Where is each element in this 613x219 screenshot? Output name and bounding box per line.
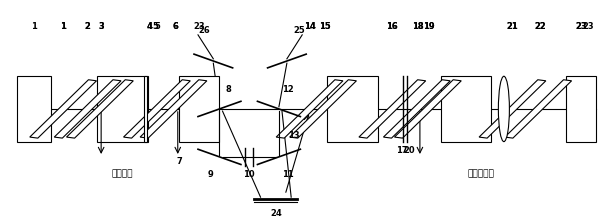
Bar <box>327 76 378 142</box>
Text: 13: 13 <box>289 131 300 140</box>
Text: 21: 21 <box>506 22 519 31</box>
Polygon shape <box>479 80 546 138</box>
Text: 5: 5 <box>153 22 159 31</box>
Polygon shape <box>395 80 461 138</box>
Text: 20: 20 <box>404 146 415 155</box>
Polygon shape <box>384 80 450 138</box>
Ellipse shape <box>498 76 509 142</box>
Text: 14: 14 <box>303 22 316 31</box>
Polygon shape <box>276 80 343 138</box>
Text: 22: 22 <box>535 22 547 31</box>
Text: 18: 18 <box>413 22 424 31</box>
Text: 21: 21 <box>506 22 519 31</box>
Polygon shape <box>140 80 207 138</box>
Text: 11: 11 <box>282 170 294 179</box>
Polygon shape <box>55 80 121 138</box>
Text: 12: 12 <box>282 85 294 94</box>
Text: 18: 18 <box>413 22 424 31</box>
Polygon shape <box>359 80 425 138</box>
Text: 10: 10 <box>243 170 255 179</box>
Text: 16: 16 <box>386 22 398 31</box>
Polygon shape <box>505 80 571 138</box>
Text: 剩余泵浦光: 剩余泵浦光 <box>468 170 495 179</box>
Text: 14: 14 <box>303 22 316 31</box>
Bar <box>97 76 148 142</box>
Text: 1: 1 <box>60 22 66 31</box>
Polygon shape <box>124 80 190 138</box>
Polygon shape <box>30 80 96 138</box>
Text: 17: 17 <box>396 146 407 155</box>
Text: 1: 1 <box>31 22 37 31</box>
Bar <box>179 76 219 142</box>
Text: 9: 9 <box>207 170 213 179</box>
Polygon shape <box>290 80 356 138</box>
Text: 2: 2 <box>85 22 91 31</box>
Text: 激光输出: 激光输出 <box>112 170 134 179</box>
Text: 4: 4 <box>147 22 153 31</box>
Polygon shape <box>67 80 133 138</box>
Text: 3: 3 <box>98 22 104 31</box>
Text: 7: 7 <box>177 157 183 166</box>
Text: 4: 4 <box>147 22 153 31</box>
Text: 15: 15 <box>319 22 331 31</box>
Text: 23: 23 <box>576 22 587 31</box>
Text: 22: 22 <box>535 22 547 31</box>
Text: 25: 25 <box>293 26 305 35</box>
Text: 5: 5 <box>154 22 160 31</box>
Bar <box>441 76 491 142</box>
Text: 23: 23 <box>194 22 205 31</box>
Bar <box>144 76 147 142</box>
Text: 8: 8 <box>226 85 232 94</box>
Text: 1: 1 <box>60 22 66 31</box>
Text: 2: 2 <box>85 22 91 31</box>
Text: 16: 16 <box>386 22 398 31</box>
Text: 15: 15 <box>319 22 331 31</box>
Bar <box>17 76 50 142</box>
Text: 24: 24 <box>270 209 282 218</box>
Text: 6: 6 <box>172 22 178 31</box>
Text: 6: 6 <box>172 22 178 31</box>
Text: 26: 26 <box>198 26 210 35</box>
Text: 19: 19 <box>424 22 435 31</box>
Text: 23: 23 <box>576 22 587 31</box>
Text: 3: 3 <box>98 22 104 31</box>
Bar <box>566 76 596 142</box>
Text: 23: 23 <box>583 22 594 31</box>
Text: 19: 19 <box>424 22 435 31</box>
